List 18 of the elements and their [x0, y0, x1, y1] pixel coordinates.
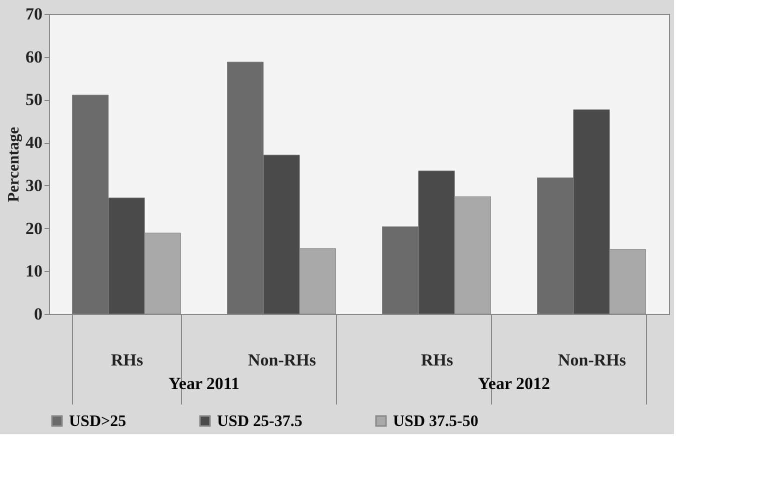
y-tick-label: 70: [26, 4, 42, 24]
legend-label: USD 25-37.5: [217, 413, 302, 430]
x-tick-label: RHs: [110, 350, 144, 370]
y-tick-label: 30: [26, 176, 42, 195]
x-tick-label: Non-RHs: [248, 350, 316, 370]
y-tick-label: 20: [26, 218, 42, 238]
y-tick-label: 40: [26, 133, 42, 152]
text: Year 2012: [478, 374, 550, 393]
text: Year 2011: [168, 374, 240, 393]
x-tick-label: RHs: [420, 350, 454, 370]
x-tick-label: Non-RHs: [558, 350, 626, 370]
y-tick-label: 10: [26, 262, 42, 281]
y-tick-label: 50: [26, 90, 42, 110]
legend-label: USD 37.5-50: [393, 413, 478, 430]
y-axis-title: Percentage: [6, 126, 22, 202]
legend-label: USD>25: [69, 413, 126, 430]
y-tick-label: 60: [26, 47, 42, 66]
y-tick-label: 0: [34, 304, 42, 324]
